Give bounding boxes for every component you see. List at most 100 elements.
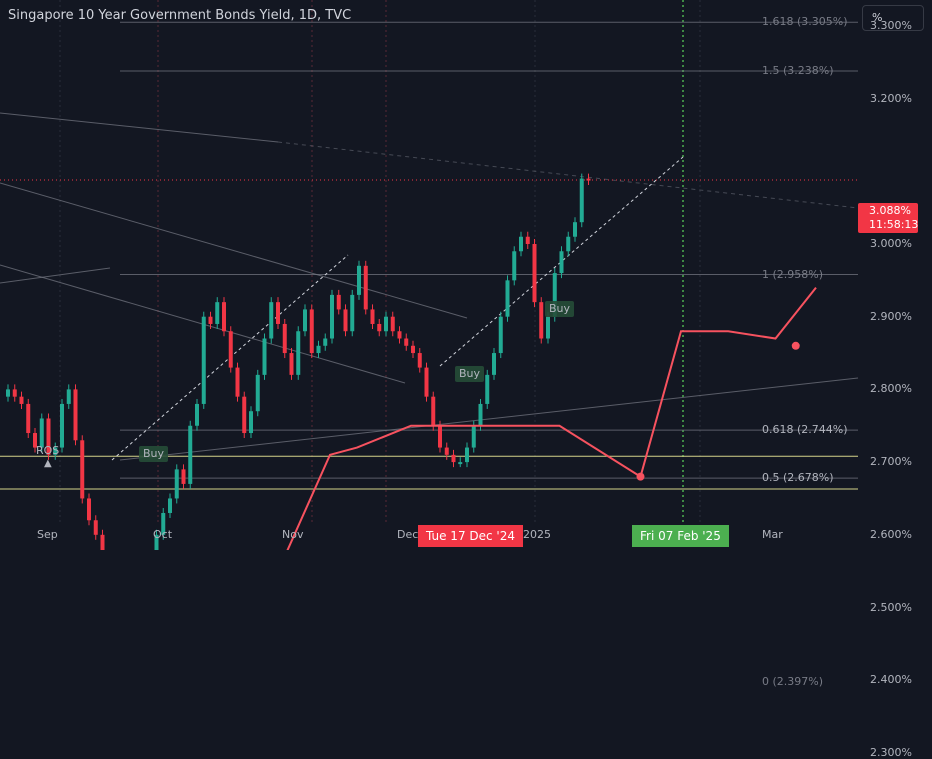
candle-body [60, 403, 64, 448]
last-price-label: 3.088% 11:58:13 [858, 203, 918, 233]
candle-body [417, 353, 422, 368]
candle-body [282, 323, 287, 354]
fib-level-label: 0.618 (2.744%) [762, 423, 848, 437]
candle-body [471, 425, 476, 448]
candle-body [478, 403, 483, 426]
price-axis-tick: 2.500% [870, 600, 912, 614]
trend-line [0, 182, 468, 319]
candle-body [573, 222, 577, 237]
candle-body [390, 316, 395, 332]
trend-line [0, 267, 111, 284]
candle-body [235, 367, 240, 397]
signal-dot [791, 341, 800, 350]
trend-line [0, 112, 279, 143]
candle-body [208, 316, 213, 324]
candle-body [19, 396, 24, 404]
candle-body [458, 462, 463, 465]
buy-signal-label: Buy [455, 366, 485, 382]
candle-body [87, 498, 91, 521]
candle-body [228, 331, 233, 368]
candle-body [586, 178, 591, 181]
trailing-stop-line [286, 286, 817, 550]
candle-body [357, 265, 361, 295]
candle-body [255, 374, 260, 412]
candle-body [519, 236, 523, 252]
candle-body [80, 440, 85, 499]
price-axis-tick: 3.300% [870, 18, 912, 32]
candle-body [444, 447, 449, 455]
candle-body [424, 367, 429, 397]
candle-body [100, 534, 105, 550]
price-axis-tick: 2.800% [870, 382, 912, 396]
candle-body [174, 469, 179, 499]
price-axis-tick: 3.200% [870, 91, 912, 105]
crosshair-date-left: Tue 17 Dec '24 [418, 525, 523, 547]
price-axis-tick: 2.600% [870, 527, 912, 541]
candle-body [188, 425, 193, 484]
candle-body [93, 520, 98, 535]
buy-signal-label: Buy [545, 301, 575, 317]
time-axis-tick: Nov [282, 528, 304, 541]
candle-body [431, 396, 436, 426]
candle-body [289, 353, 294, 375]
ros-marker-label: ROS [36, 444, 60, 457]
fib-level-label: 1.5 (3.238%) [762, 63, 834, 77]
candle-body [404, 338, 409, 346]
trend-line [119, 377, 859, 461]
candle-body [512, 251, 517, 281]
candle-body [242, 396, 247, 434]
candle-body [579, 178, 584, 223]
candle-body [363, 265, 368, 310]
candle-body [539, 302, 544, 339]
price-axis-tick: 2.400% [870, 673, 912, 687]
candle-body [370, 309, 375, 324]
price-axis-tick: 2.900% [870, 309, 912, 323]
candle-body [161, 512, 166, 535]
candle-body [66, 389, 71, 404]
last-price-value: 3.088% [869, 204, 911, 217]
buy-signal-label: Buy [139, 446, 169, 462]
candle-body [154, 534, 159, 550]
candle-body [485, 374, 490, 404]
price-axis-tick: 2.700% [870, 455, 912, 469]
candle-body [12, 389, 17, 397]
candle-body [168, 498, 172, 513]
candle-body [492, 353, 496, 375]
candle-body [181, 469, 186, 484]
candle-body [559, 251, 564, 274]
candle-body [532, 244, 537, 303]
chart-title: Singapore 10 Year Government Bonds Yield… [8, 8, 352, 23]
triangle-up-icon: ▲ [44, 458, 52, 469]
time-axis-tick: Mar [762, 528, 783, 541]
candle-body [411, 345, 415, 354]
candle-body [46, 418, 51, 455]
candle-body [262, 338, 267, 375]
time-axis-tick: Oct [153, 528, 173, 541]
indicator-overlay [286, 286, 817, 550]
unit-selector-button[interactable]: % [862, 5, 924, 31]
candle-body [249, 411, 253, 434]
candle-body [323, 338, 328, 346]
candle-body [53, 447, 58, 455]
candle-body [222, 302, 226, 332]
candle-body [525, 236, 530, 244]
candle-body [73, 389, 78, 441]
signal-dot [636, 472, 645, 481]
fib-level-label: 0.5 (2.678%) [762, 471, 834, 485]
chart-drawings [0, 21, 859, 490]
candle-body [505, 280, 510, 317]
candle-body [336, 294, 341, 310]
candle-body [330, 294, 334, 339]
candle-body [276, 302, 280, 324]
fib-level-label: 0 (2.397%) [762, 675, 824, 689]
candle-body [309, 309, 314, 354]
fib-level-label: 1 (2.958%) [762, 267, 824, 281]
crosshair-date-right: Fri 07 Feb '25 [632, 525, 729, 547]
candle-body [498, 316, 503, 354]
candle-body [269, 302, 274, 339]
candle-body [377, 323, 382, 332]
bar-countdown: 11:58:13 [869, 218, 919, 231]
candle-body [566, 236, 571, 252]
candle-body [350, 294, 355, 332]
time-axis-tick: 2025 [523, 528, 551, 541]
